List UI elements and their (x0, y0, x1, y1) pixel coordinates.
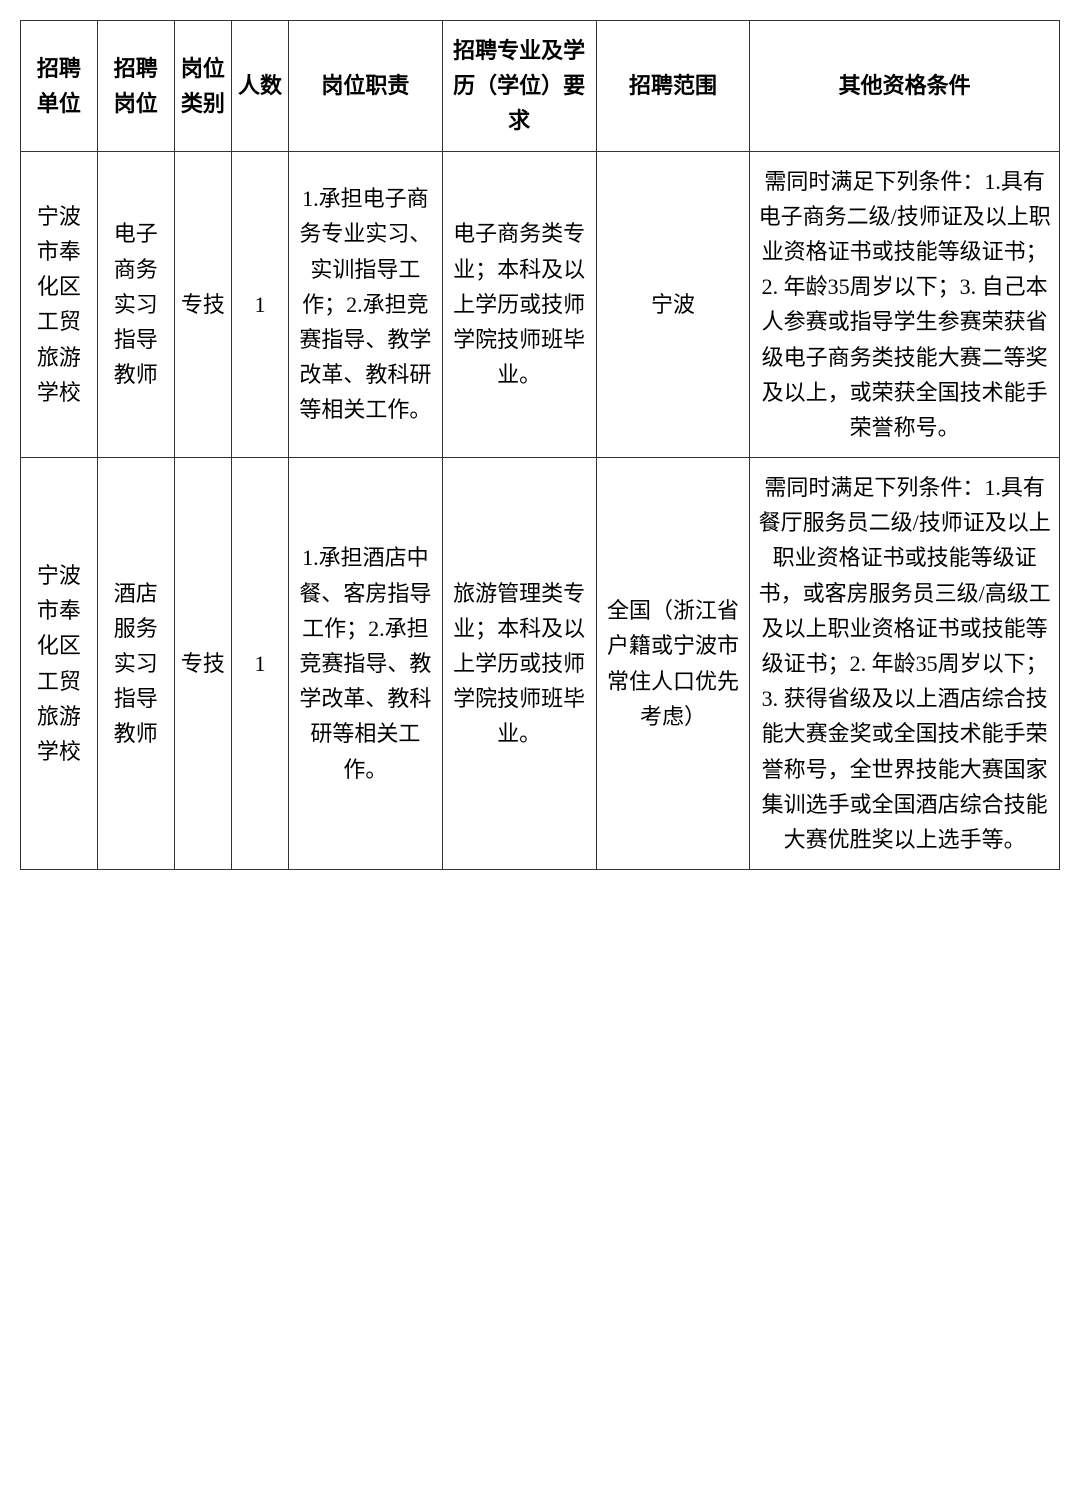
table-row: 宁波市奉化区工贸旅游学校 酒店服务实习指导教师 专技 1 1.承担酒店中餐、客房… (21, 458, 1060, 870)
header-position: 招聘岗位 (97, 21, 174, 152)
cell-position: 酒店服务实习指导教师 (97, 458, 174, 870)
cell-other: 需同时满足下列条件：1.具有电子商务二级/技师证及以上职业资格证书或技能等级证书… (750, 151, 1060, 458)
table-row: 宁波市奉化区工贸旅游学校 电子商务实习指导教师 专技 1 1.承担电子商务专业实… (21, 151, 1060, 458)
cell-count: 1 (231, 458, 288, 870)
cell-duties: 1.承担电子商务专业实习、实训指导工作；2.承担竞赛指导、教学改革、教科研等相关… (289, 151, 443, 458)
cell-scope: 全国（浙江省户籍或宁波市常住人口优先考虑） (596, 458, 750, 870)
header-other: 其他资格条件 (750, 21, 1060, 152)
cell-position: 电子商务实习指导教师 (97, 151, 174, 458)
cell-other: 需同时满足下列条件：1.具有餐厅服务员二级/技师证及以上职业资格证书或技能等级证… (750, 458, 1060, 870)
header-duties: 岗位职责 (289, 21, 443, 152)
table-header-row: 招聘单位 招聘岗位 岗位类别 人数 岗位职责 招聘专业及学历（学位）要求 招聘范… (21, 21, 1060, 152)
cell-category: 专技 (174, 151, 231, 458)
cell-requirements: 电子商务类专业；本科及以上学历或技师学院技师班毕业。 (442, 151, 596, 458)
cell-count: 1 (231, 151, 288, 458)
header-unit: 招聘单位 (21, 21, 98, 152)
cell-unit: 宁波市奉化区工贸旅游学校 (21, 458, 98, 870)
header-category: 岗位类别 (174, 21, 231, 152)
recruitment-table: 招聘单位 招聘岗位 岗位类别 人数 岗位职责 招聘专业及学历（学位）要求 招聘范… (20, 20, 1060, 870)
cell-requirements: 旅游管理类专业；本科及以上学历或技师学院技师班毕业。 (442, 458, 596, 870)
cell-scope: 宁波 (596, 151, 750, 458)
cell-category: 专技 (174, 458, 231, 870)
cell-unit: 宁波市奉化区工贸旅游学校 (21, 151, 98, 458)
cell-duties: 1.承担酒店中餐、客房指导工作；2.承担竞赛指导、教学改革、教科研等相关工作。 (289, 458, 443, 870)
header-scope: 招聘范围 (596, 21, 750, 152)
header-count: 人数 (231, 21, 288, 152)
header-requirements: 招聘专业及学历（学位）要求 (442, 21, 596, 152)
